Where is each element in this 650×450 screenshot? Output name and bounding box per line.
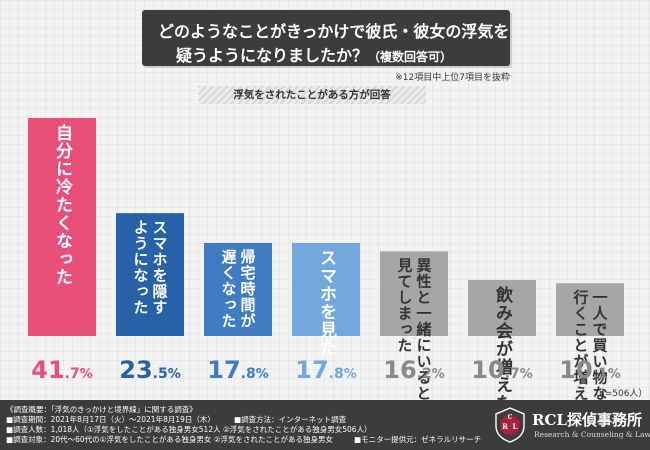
- bar-category-text: 自分に冷たくなった: [52, 123, 73, 286]
- bar-category-text: 行くことが増えた: [572, 288, 590, 400]
- bar-category-text: 帰宅時間が: [239, 248, 257, 329]
- bar: [292, 242, 360, 336]
- footer-heading: 《調査概要：「浮気のきっかけと境界線」に関する調査》: [6, 405, 197, 414]
- bar: [468, 280, 536, 336]
- title-multiple-answers: （複数回答可）: [368, 50, 453, 64]
- bar-category-text: スマホを見た: [316, 249, 338, 357]
- bar-category-label: スマホを見た: [316, 249, 338, 357]
- bar: [116, 213, 184, 336]
- bar-value-label: 10.1%: [559, 356, 621, 384]
- bar-value-label: 23.5%: [119, 356, 181, 384]
- bar-value-label: 41.7%: [31, 356, 93, 384]
- title-line-1: どのようなことがきっかけで彼氏・彼女の浮気を: [158, 22, 510, 41]
- bar-value-label: 16.2%: [383, 356, 445, 384]
- bar-category-text: ようになった: [132, 219, 150, 315]
- title-line-2: 疑うようになりましたか？（複数回答可）: [176, 42, 452, 66]
- logo-letter: L: [513, 422, 518, 431]
- brand-tagline: Research & Counseling & Law: [534, 430, 650, 439]
- respondent-subtitle: 浮気をされたことがある方が回答: [198, 86, 426, 104]
- sample-size-note: （n=506人）: [590, 389, 648, 399]
- bar-value-label: 17.8%: [295, 356, 357, 384]
- footer-target: ■調査対象：20代～60代の①浮気をしたことがある独身男女 ②浮気をされたことが…: [6, 435, 334, 444]
- bar-category-text: 一人で買い物などに: [591, 289, 609, 400]
- bar-category-label: 飲み会が増えた: [492, 285, 514, 400]
- bar: [556, 283, 624, 336]
- survey-footer: 《調査概要：「浮気のきっかけと境界線」に関する調査》 ■調査期間：2021年8月…: [0, 400, 650, 450]
- bar: [204, 242, 272, 336]
- logo-letter: C: [508, 414, 513, 421]
- logo-letter: R: [502, 422, 508, 431]
- footer-count: ■調査人数：1,018人（①浮気をしたことがある独身男女512人 ②浮気をされた…: [6, 425, 372, 434]
- bar: [28, 118, 96, 336]
- footer-method: ■調査方法：インターネット調査: [234, 415, 347, 424]
- brand-name: RCL探偵事務所: [532, 411, 642, 429]
- bar-category-text: 見てしまった: [396, 257, 414, 353]
- footer-period: ■調査期間：2021年8月17日（火）～2021年8月19日（木）: [6, 415, 215, 424]
- title-box: どのようなことがきっかけで彼氏・彼女の浮気を 疑うようになりましたか？（複数回答…: [142, 10, 510, 66]
- rcl-logo-icon: C R L: [495, 407, 525, 443]
- bar-category-text: 遅くなった: [220, 249, 238, 329]
- bar-category-text: スマホを隠す: [151, 219, 169, 315]
- bar-category-text: 異性と一緒にいるところを: [415, 257, 433, 400]
- bar-category-label: 自分に冷たくなった: [52, 123, 73, 286]
- title-line-2-main: 疑うようになりましたか？: [176, 46, 369, 65]
- bar-value-label: 17.8%: [207, 356, 269, 384]
- bar: [380, 251, 448, 336]
- bar-category-text: 飲み会が増えた: [492, 285, 514, 400]
- extraction-note: ※12項目中上位7項目を抜粋: [395, 73, 510, 83]
- bar-value-label: 10.7%: [471, 356, 533, 384]
- footer-monitor: ■モニター提供元：ゼネラルリサーチ: [354, 435, 482, 444]
